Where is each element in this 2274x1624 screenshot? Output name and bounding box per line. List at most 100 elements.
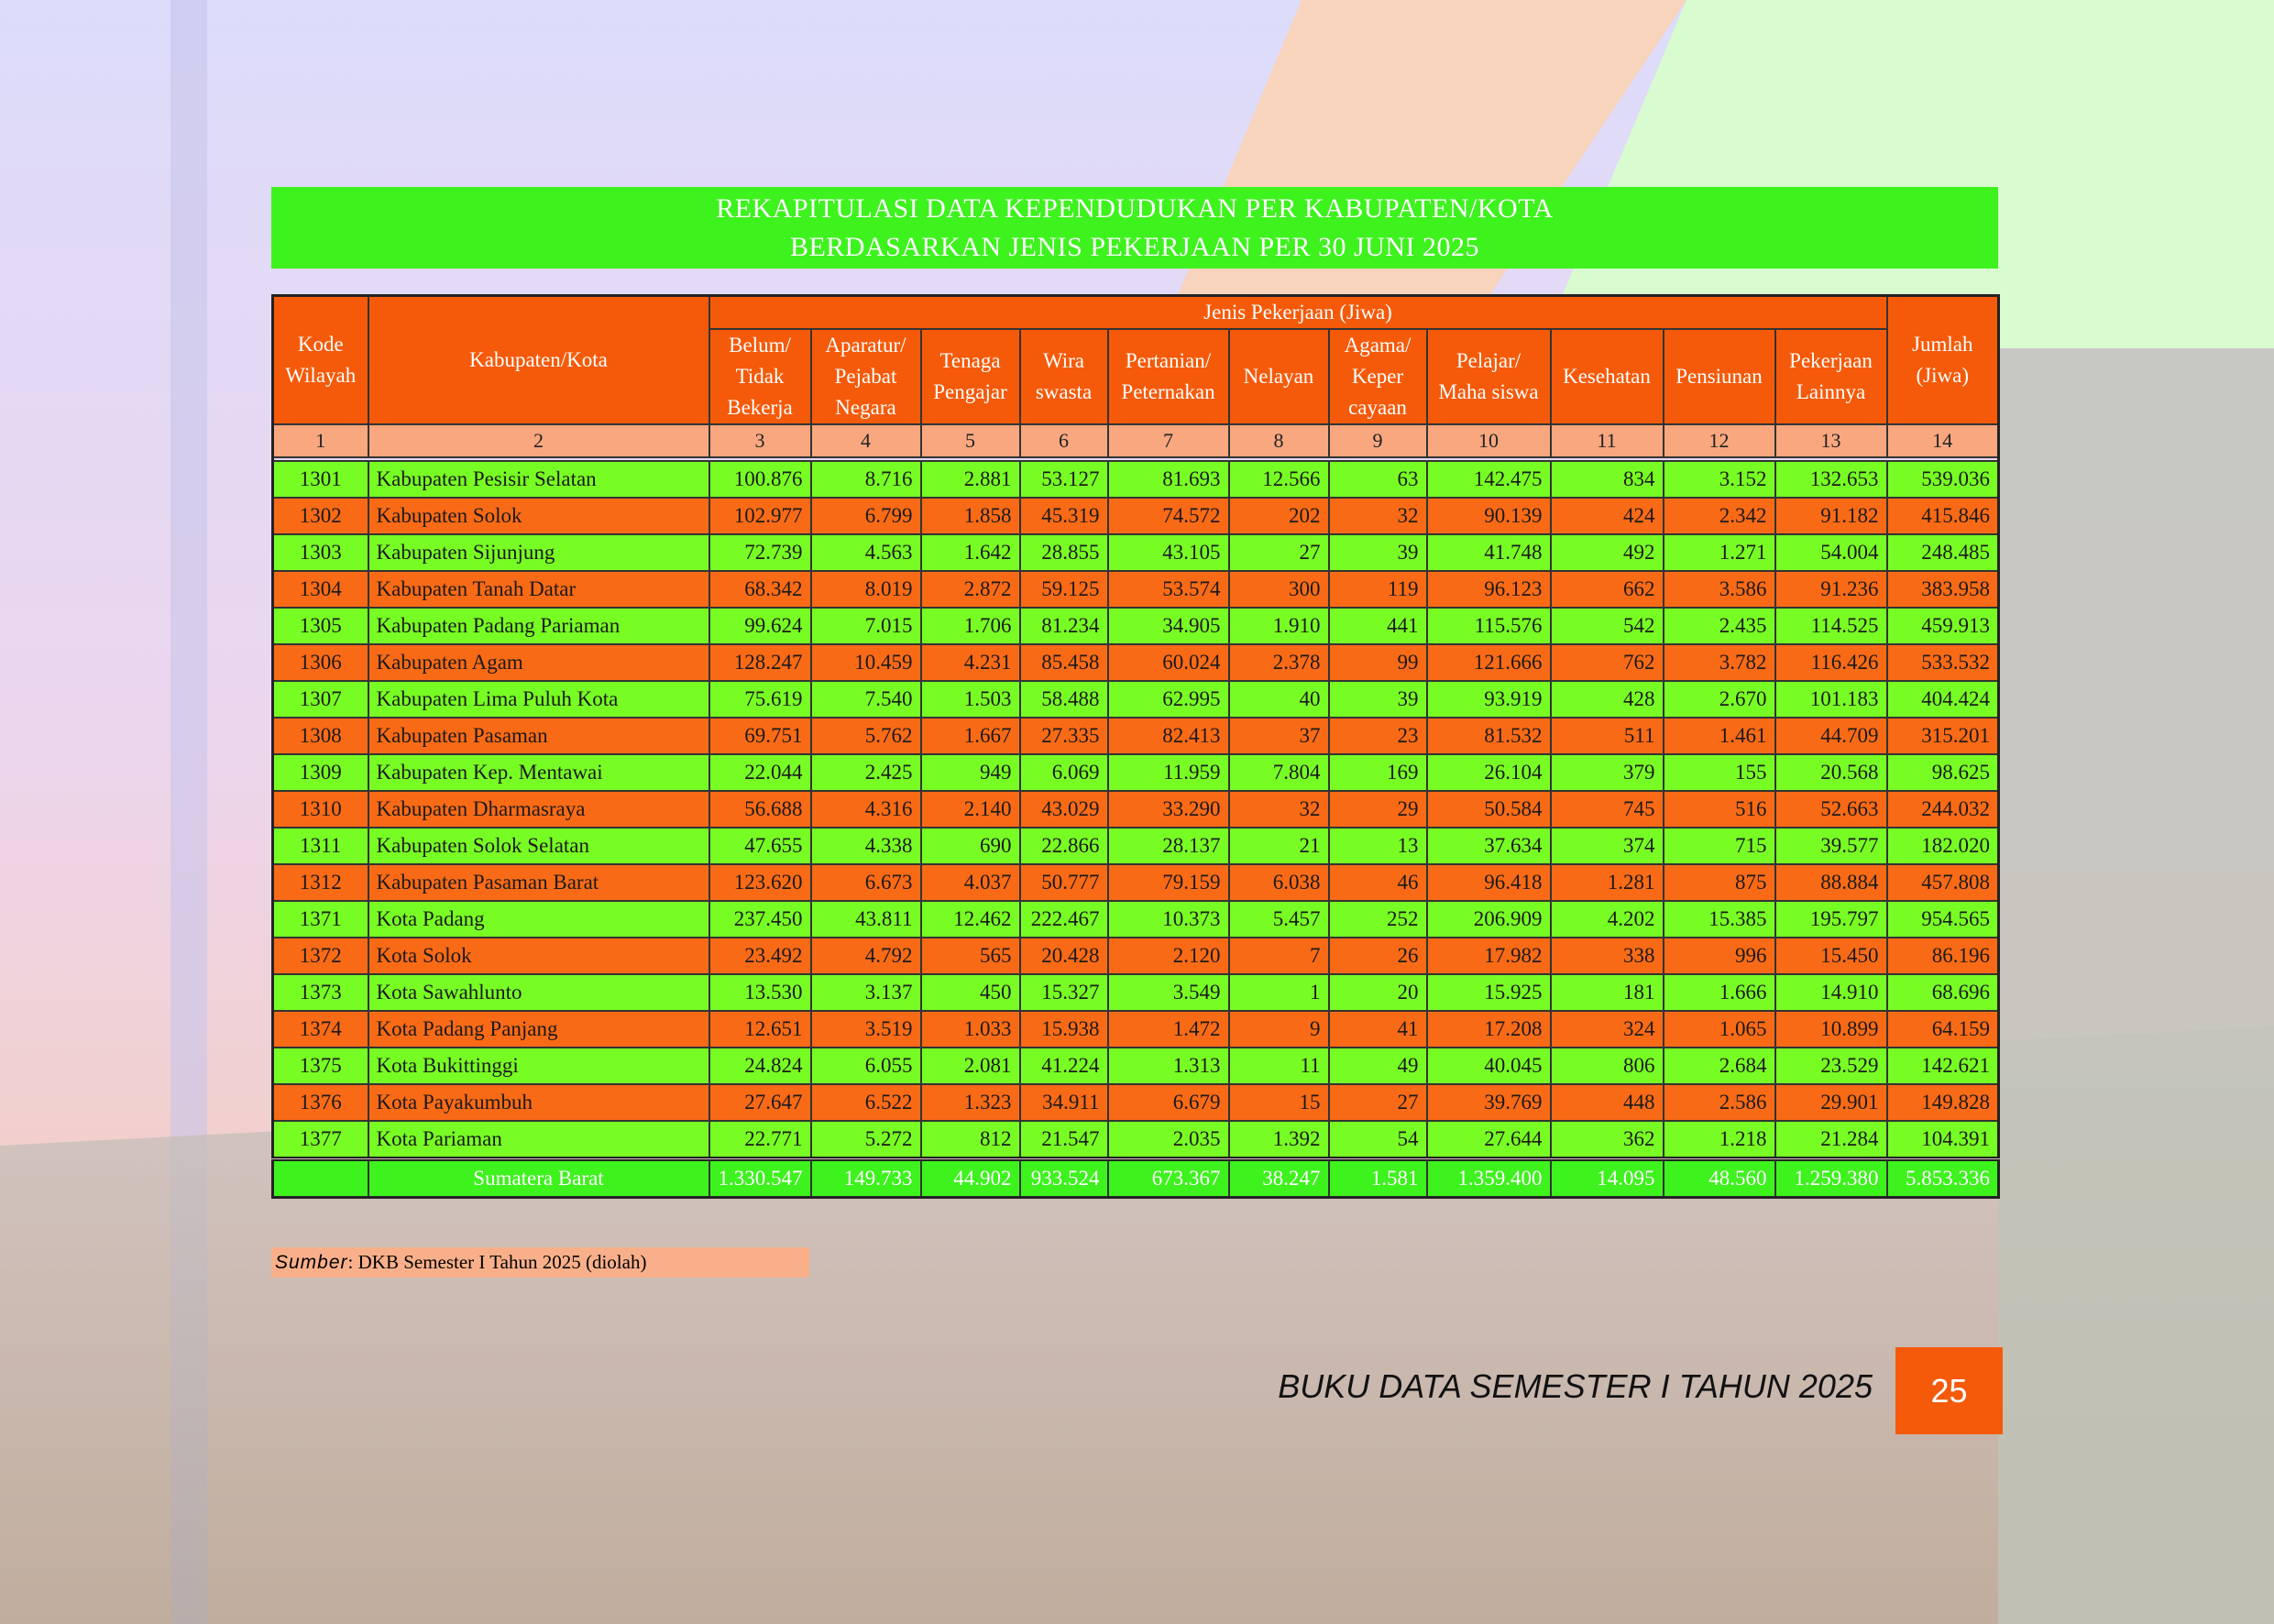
source-label: Sumber (275, 1252, 348, 1273)
column-number: 5 (919, 423, 1021, 458)
cell: 81.234 (1018, 607, 1109, 645)
cell: 98.625 (1885, 753, 2000, 792)
cell: 745 (1549, 790, 1664, 828)
data-row: 1376 Kota Payakumbuh 27.647 6.522 1.323 34.91… (271, 1083, 2000, 1122)
data-row: 1309 Kabupaten Kep. Mentawai 22.044 2.425 94… (271, 753, 2000, 792)
cell: 2.035 (1106, 1120, 1230, 1160)
column-header: Agama/Keper cayaan (1327, 328, 1428, 425)
cell: 96.123 (1425, 570, 1552, 609)
cell: 662 (1549, 570, 1664, 609)
header-line: Negara (835, 396, 896, 419)
cell: Kabupaten Solok (367, 497, 710, 535)
cell: 17.982 (1425, 937, 1552, 975)
data-row: 1312 Kabupaten Pasaman Barat 123.620 6.673 4… (271, 863, 2000, 902)
total-value: 14.095 (1549, 1157, 1664, 1199)
column-header: Belum/Tidak Bekerja (708, 328, 812, 425)
cell: 52.663 (1774, 790, 1888, 828)
total-value: 44.902 (919, 1157, 1021, 1199)
cell: 1373 (271, 973, 369, 1012)
cell: Kabupaten Dharmasraya (367, 790, 710, 828)
cell: 1303 (271, 533, 369, 572)
column-number: 3 (708, 423, 812, 458)
cell: 21.547 (1018, 1120, 1109, 1160)
cell: 32 (1227, 790, 1330, 828)
cell: 39.577 (1774, 827, 1888, 865)
cell: Kota Sawahlunto (367, 973, 710, 1012)
total-value: 1.359.400 (1425, 1157, 1552, 1199)
cell: 119 (1327, 570, 1428, 609)
cell: 23 (1327, 717, 1428, 755)
header-row: Belum/Tidak Bekerja Aparatur/Pejabat Negara… (273, 328, 1999, 425)
column-header: Kesehatan (1549, 328, 1664, 425)
cell: 21.284 (1774, 1120, 1888, 1160)
cell: 1305 (271, 607, 369, 645)
cell: 37.634 (1425, 827, 1552, 865)
cell: 459.913 (1885, 607, 2000, 645)
cell: 3.519 (809, 1010, 922, 1048)
cell: 4.202 (1549, 900, 1664, 938)
column-header: Nelayan (1227, 328, 1330, 425)
cell: 4.231 (919, 643, 1021, 682)
cell: 1304 (271, 570, 369, 609)
cell: 116.426 (1774, 643, 1888, 682)
cell: 1372 (271, 937, 369, 975)
cell: 1.033 (919, 1010, 1021, 1048)
cell: 15.938 (1018, 1010, 1109, 1048)
cell: 60.024 (1106, 643, 1230, 682)
header-line: Aparatur/ (825, 334, 906, 357)
cell: 99 (1327, 643, 1428, 682)
cell: 28.137 (1106, 827, 1230, 865)
cell: 20.428 (1018, 937, 1109, 975)
cell: 21 (1227, 827, 1330, 865)
header-line: Lainnya (1796, 380, 1866, 403)
cell: 1376 (271, 1083, 369, 1122)
cell: 6.038 (1227, 863, 1330, 902)
cell: 62.995 (1106, 680, 1230, 719)
total-value: 5.853.336 (1885, 1157, 2000, 1199)
cell: 32 (1327, 497, 1428, 535)
cell: 448 (1549, 1083, 1664, 1122)
cell: 1371 (271, 900, 369, 938)
column-header: Kode Wilayah (271, 294, 369, 425)
cell: Kabupaten Tanah Datar (367, 570, 710, 609)
total-value: 38.247 (1227, 1157, 1330, 1199)
gap-row (272, 456, 1999, 462)
cell: 2.425 (809, 753, 922, 792)
cell: 149.828 (1885, 1083, 2000, 1122)
cell: 10.459 (809, 643, 922, 682)
column-number-row: 1 2 3 4 5 6 7 8 9 10 11 12 13 14 (271, 423, 2000, 458)
cell: 875 (1662, 863, 1776, 902)
column-header: Pertanian/Peternakan (1106, 328, 1230, 425)
data-row: 1302 Kabupaten Solok 102.977 6.799 1.858 45.3… (271, 497, 2000, 535)
cell: 11.959 (1106, 753, 1230, 792)
cell: 516 (1662, 790, 1776, 828)
cell: 3.782 (1662, 643, 1776, 682)
cell: 315.201 (1885, 717, 2000, 755)
cell: 34.911 (1018, 1083, 1109, 1122)
cell: 46 (1327, 863, 1428, 902)
cell: 1.271 (1662, 533, 1776, 572)
cell: Kota Pariaman (367, 1120, 710, 1160)
cell: 3.549 (1106, 973, 1230, 1012)
cell: 1.281 (1549, 863, 1664, 902)
cell: 2.881 (919, 460, 1021, 499)
cell: 45.319 (1018, 497, 1109, 535)
cell: 40.045 (1425, 1047, 1552, 1085)
cell: 542 (1549, 607, 1664, 645)
cell: 12.462 (919, 900, 1021, 938)
cell: 715 (1662, 827, 1776, 865)
cell: 2.081 (919, 1047, 1021, 1085)
cell: 383.958 (1885, 570, 2000, 609)
data-row: 1303 Kabupaten Sijunjung 72.739 4.563 1.642 2… (271, 533, 2000, 572)
cell: Kota Padang Panjang (367, 1010, 710, 1048)
cell: Kota Bukittinggi (367, 1047, 710, 1085)
cell: 47.655 (708, 827, 812, 865)
cell: 8.019 (809, 570, 922, 609)
total-value: 1.259.380 (1774, 1157, 1888, 1199)
cell: 248.485 (1885, 533, 2000, 572)
cell: 1306 (271, 643, 369, 682)
cell: 4.316 (809, 790, 922, 828)
cell: 1.323 (919, 1083, 1021, 1122)
cell: 58.488 (1018, 680, 1109, 719)
cell: 23.492 (708, 937, 812, 975)
